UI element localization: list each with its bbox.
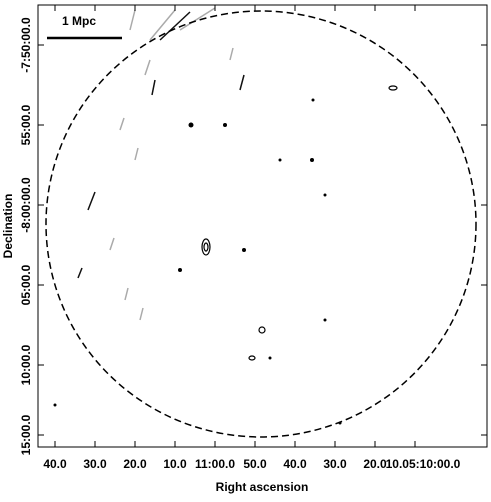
y-tick-label: -8:00:00.0 (19, 177, 33, 233)
y-tick-label: 15:00.0 (19, 414, 33, 455)
x-tick-label: 30.0 (323, 457, 347, 471)
x-tick-label: 20.0 (363, 457, 387, 471)
emission-streaks (77, 7, 245, 321)
x-tick-label: 40.0 (283, 457, 307, 471)
x-axis-label: Right ascension (216, 480, 309, 494)
field-circle (45, 10, 477, 438)
x-tick-label: 50.0 (243, 457, 267, 471)
y-axis-label: Declination (1, 194, 15, 259)
x-tick-label: 30.0 (83, 457, 107, 471)
sources (53, 85, 398, 425)
plot-frame (37, 4, 488, 448)
y-axis: -7:50:00.0 55:00.0 -8:00:00.0 05:00.0 10:00.… (19, 17, 487, 455)
x-tick-label: 10.05:10:00.0 (386, 457, 461, 471)
y-tick-label: 10:00.0 (19, 344, 33, 385)
y-tick-label: 05:00.0 (19, 264, 33, 305)
scale-bar-label: 1 Mpc (62, 14, 96, 28)
y-tick-label: 55:00.0 (19, 104, 33, 145)
y-tick-label: -7:50:00.0 (19, 17, 33, 73)
x-tick-label: 10.0 (163, 457, 187, 471)
x-axis: 40.0 30.0 20.0 10.0 11:00.0 50.0 40.0 30.0 20.01… (43, 5, 461, 471)
x-tick-label: 40.0 (43, 457, 67, 471)
x-tick-label: 20.0 (123, 457, 147, 471)
x-tick-label: 11:00.0 (195, 457, 235, 471)
